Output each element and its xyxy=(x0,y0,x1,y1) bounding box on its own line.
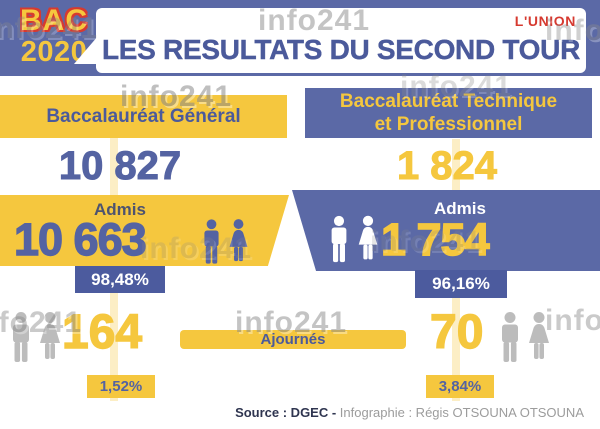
lunion-logo: L'UNION xyxy=(514,13,576,29)
general-admis-label: Admis xyxy=(94,200,146,219)
bac-2020-badge: BAC 2020 xyxy=(12,4,96,68)
technique-ajournes-count: 70 xyxy=(429,306,484,359)
source-label: Source : DGEC - xyxy=(235,405,337,420)
page-title: LES RESULTATS DU SECOND TOUR xyxy=(102,34,581,65)
technique-candidates-count: 1 824 xyxy=(396,144,498,188)
badge-bac-text: BAC xyxy=(20,4,88,37)
general-admis-pictograms xyxy=(200,219,251,264)
general-admis-count: 10 663 xyxy=(13,214,147,265)
infographer-credit: Infographie : Régis OTSOUNA OTSOUNA xyxy=(336,405,584,420)
technique-ajournes-percent-badge: 3,84% xyxy=(426,375,494,398)
header-bac-technique: Baccalauréat Technique et Professionnel xyxy=(305,88,592,138)
technique-admis-pictograms xyxy=(327,215,381,263)
female-icon xyxy=(226,219,251,264)
header-bac-technique-line1: Baccalauréat Technique xyxy=(339,91,558,112)
source-line: Source : DGEC - Infographie : Régis OTSO… xyxy=(235,405,584,420)
general-ajournes-pictograms xyxy=(8,311,64,363)
technique-admis-count: 1 754 xyxy=(380,214,490,265)
technique-ajournes-pictograms xyxy=(497,311,553,363)
male-icon xyxy=(8,311,34,363)
male-icon xyxy=(327,215,351,263)
male-icon xyxy=(497,311,523,363)
general-candidates-count: 10 827 xyxy=(58,144,182,188)
title-box: LES RESULTATS DU SECOND TOUR L'UNION xyxy=(74,8,586,73)
technique-admis-percent-badge: 96,16% xyxy=(415,270,507,298)
general-admis-percent-badge: 98,48% xyxy=(75,266,165,293)
general-ajournes-percent-badge: 1,52% xyxy=(87,375,155,398)
male-icon xyxy=(200,219,223,264)
header-bac-general: Baccalauréat Général xyxy=(0,95,287,138)
header-banner: BAC 2020 LES RESULTATS DU SECOND TOUR L'… xyxy=(0,0,600,76)
technique-admis-label: Admis xyxy=(434,199,486,218)
watermark: info241 xyxy=(545,304,600,337)
ajournes-ribbon: Ajournés xyxy=(180,330,406,349)
female-icon xyxy=(355,215,381,263)
female-icon xyxy=(525,311,553,363)
header-bac-technique-line2: et Professionnel xyxy=(374,114,523,135)
general-ajournes-count: 164 xyxy=(61,306,143,359)
female-icon xyxy=(36,311,64,363)
